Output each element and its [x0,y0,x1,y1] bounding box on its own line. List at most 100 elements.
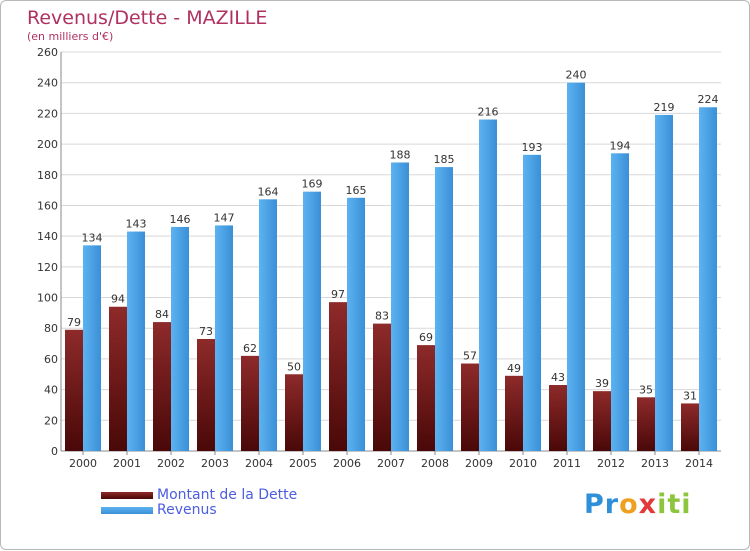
bar-revenus [611,153,629,452]
labels-layer: 0 20 40 60 80 100 120 140 160 180 200 220 240 260 79 13… [37,46,719,470]
bar-revenus [259,199,277,451]
data-label-dette: 62 [243,342,257,355]
data-label-dette: 79 [67,316,81,329]
bar-revenus [699,107,717,451]
bar-revenus [567,82,585,451]
bar-revenus [655,114,673,452]
bar-dette [637,397,655,451]
data-label-revenus: 224 [698,93,719,106]
y-tick-label: 100 [37,292,58,305]
x-tick-label: 2012 [597,457,625,470]
x-tick-label: 2009 [465,457,493,470]
data-label-dette: 35 [639,383,653,396]
y-tick-label: 220 [37,107,58,120]
bar-revenus [215,225,233,451]
data-label-revenus: 169 [302,178,323,191]
data-label-revenus: 219 [654,101,675,114]
x-tick-label: 2008 [421,457,449,470]
x-tick-label: 2011 [553,457,581,470]
data-label-dette: 31 [683,389,697,402]
x-tick-label: 2013 [641,457,669,470]
bar-dette [197,338,215,451]
y-tick-label: 0 [51,445,58,458]
bar-revenus [303,191,321,451]
y-tick-label: 200 [37,138,58,151]
bar-revenus [171,226,189,451]
x-tick-label: 2005 [289,457,317,470]
data-label-revenus: 146 [170,213,191,226]
bar-dette [549,385,567,451]
data-label-revenus: 240 [566,69,587,82]
data-label-dette: 57 [463,350,477,363]
legend-swatch-revenus [101,506,153,514]
x-tick-label: 2007 [377,457,405,470]
y-tick-label: 20 [44,414,58,427]
legend-item-revenus: Revenus [101,502,217,518]
bar-dette [417,345,435,451]
data-label-dette: 69 [419,331,433,344]
bar-dette [329,302,347,451]
bar-revenus [127,231,145,451]
bars-layer [65,82,717,452]
data-label-revenus: 164 [258,185,279,198]
data-label-dette: 84 [155,308,169,321]
bar-revenus [435,167,453,451]
data-label-dette: 39 [595,377,609,390]
data-label-revenus: 147 [214,211,235,224]
data-label-revenus: 185 [434,153,455,166]
data-label-revenus: 143 [126,218,147,231]
bar-revenus [523,154,541,452]
data-label-dette: 94 [111,293,125,306]
y-tick-label: 40 [44,384,58,397]
bar-revenus [347,197,365,451]
data-label-dette: 73 [199,325,213,338]
y-tick-label: 240 [37,77,58,90]
y-tick-label: 80 [44,322,58,335]
x-tick-label: 2014 [685,457,713,470]
bar-revenus [83,245,101,451]
bar-dette [153,322,171,451]
data-label-dette: 50 [287,360,301,373]
chart-subtitle: (en milliers d'€) [27,30,114,43]
y-tick-label: 140 [37,230,58,243]
bar-revenus [479,119,497,452]
bar-dette [285,374,303,451]
data-label-dette: 43 [551,371,565,384]
bar-dette [241,355,259,451]
data-label-revenus: 134 [82,231,103,244]
data-label-revenus: 194 [610,139,631,152]
y-tick-label: 60 [44,353,58,366]
bar-dette [681,403,699,451]
data-label-revenus: 216 [478,106,499,119]
x-tick-label: 2001 [113,457,141,470]
y-tick-label: 120 [37,261,58,274]
chart-title: Revenus/Dette - MAZILLE [27,7,268,29]
proxiti-logo: Proxiti [584,489,692,520]
legend-item-dette: Montant de la Dette [101,487,297,503]
x-tick-label: 2002 [157,457,185,470]
data-label-revenus: 193 [522,141,543,154]
legend-swatch-dette [101,491,153,499]
x-tick-label: 2010 [509,457,537,470]
data-label-revenus: 188 [390,148,411,161]
bar-dette [505,375,523,451]
x-tick-label: 2006 [333,457,361,470]
x-tick-label: 2004 [245,457,273,470]
data-label-dette: 97 [331,288,345,301]
y-tick-label: 160 [37,199,58,212]
x-tick-label: 2000 [69,457,97,470]
bar-dette [373,323,391,451]
bar-dette [65,329,83,451]
legend-label-dette: Montant de la Dette [157,487,298,503]
legend-label-revenus: Revenus [157,502,217,518]
data-label-dette: 83 [375,310,389,323]
y-tick-label: 180 [37,169,58,182]
bar-dette [461,363,479,451]
bar-dette [109,306,127,451]
x-tick-label: 2003 [201,457,229,470]
bar-dette [593,391,611,451]
data-label-revenus: 165 [346,184,367,197]
bar-revenus [391,162,409,451]
